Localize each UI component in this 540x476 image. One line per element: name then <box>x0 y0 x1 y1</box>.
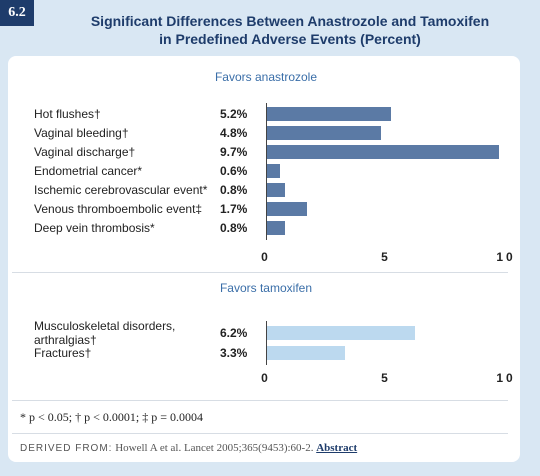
category-label: Vaginal bleeding† <box>34 126 129 140</box>
category-label: Ischemic cerebrovascular event* <box>34 183 208 197</box>
divider <box>12 400 508 401</box>
axis-line <box>266 321 267 365</box>
divider <box>12 272 508 273</box>
value-label: 1.7% <box>220 202 248 216</box>
bar <box>266 145 499 159</box>
panel <box>8 56 520 462</box>
axis-line <box>266 102 267 240</box>
source-text: Howell A et al. Lancet 2005;365(9453):60… <box>115 442 314 454</box>
category-label: Hot flushes† <box>34 107 101 121</box>
value-label: 3.3% <box>220 346 248 360</box>
bar <box>266 164 281 178</box>
value-label: 0.6% <box>220 164 248 178</box>
source: DERIVED FROM: Howell A et al. Lancet 200… <box>20 442 357 454</box>
divider <box>12 433 508 434</box>
chart-subtitle: Favors tamoxifen <box>219 281 313 295</box>
category-label: Endometrial cancer* <box>34 164 143 178</box>
figure-title: Significant Differences Between Anastroz… <box>90 13 490 47</box>
bar <box>266 221 286 235</box>
bar <box>266 126 382 140</box>
value-label: 4.8% <box>220 126 248 140</box>
value-label: 6.2% <box>220 326 248 340</box>
bar <box>266 346 346 360</box>
category-label: Fractures† <box>34 346 92 360</box>
category-label: Vaginal discharge† <box>34 145 136 159</box>
x-tick-label: 10 <box>496 371 516 385</box>
bar <box>266 183 286 197</box>
footnote: * p < 0.05; † p < 0.0001; ‡ p = 0.0004 <box>20 410 203 424</box>
figure-number: 6.2 <box>0 0 34 26</box>
bar <box>266 202 307 216</box>
value-label: 5.2% <box>220 107 248 121</box>
bar <box>266 326 415 340</box>
category-label: Venous thromboembolic event‡ <box>34 202 203 216</box>
bar <box>266 107 391 121</box>
source-label: DERIVED FROM: <box>20 443 113 454</box>
value-label: 0.8% <box>220 221 248 235</box>
x-tick-label: 0 <box>261 250 271 264</box>
abstract-link[interactable]: Abstract <box>316 442 358 454</box>
x-tick-label: 0 <box>261 371 271 385</box>
value-label: 0.8% <box>220 183 248 197</box>
x-tick-label: 5 <box>381 371 391 385</box>
x-tick-label: 5 <box>381 250 391 264</box>
value-label: 9.7% <box>220 145 248 159</box>
category-label: Deep vein thrombosis* <box>34 221 155 235</box>
category-label: Musculoskeletal disorders, arthralgias† <box>34 319 176 347</box>
chart-subtitle: Favors anastrozole <box>214 70 318 84</box>
x-tick-label: 10 <box>496 250 516 264</box>
